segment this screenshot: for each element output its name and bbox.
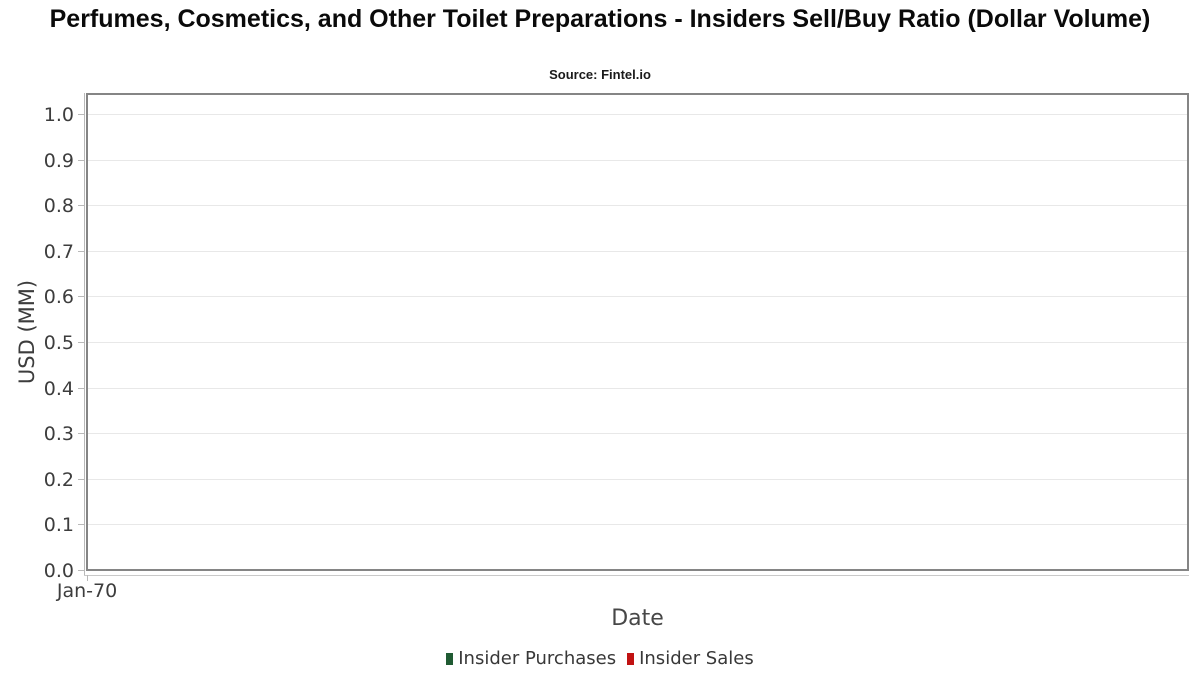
gridline [88, 387, 1187, 389]
gridline [88, 114, 1187, 115]
y-tick-label: 0.7 [43, 240, 74, 263]
legend-item-insider-purchases[interactable]: Insider Purchases [446, 648, 616, 669]
y-axis-title: USD (MM) [15, 279, 39, 385]
x-axis-line [84, 575, 1189, 576]
y-tick-label: 0.9 [43, 149, 74, 172]
legend-item-insider-sales[interactable]: Insider Sales [627, 648, 754, 669]
y-tick-label: 0.5 [43, 332, 74, 354]
y-tick-mark [78, 433, 84, 435]
y-tick-label: 0.1 [43, 514, 74, 537]
gridline [88, 159, 1187, 161]
x-axis-title: Date [611, 606, 664, 631]
legend: Insider Purchases Insider Sales [0, 648, 1200, 669]
plot-area [86, 93, 1189, 571]
y-tick-mark [78, 250, 84, 252]
y-tick-mark [78, 296, 84, 298]
insider-purchases-swatch-icon [446, 652, 454, 665]
insider-sales-swatch-icon [627, 652, 635, 665]
chart-title: Perfumes, Cosmetics, and Other Toilet Pr… [49, 5, 1151, 33]
y-tick-mark [78, 159, 84, 161]
chart-subtitle: Source: Fintel.io [549, 67, 651, 82]
y-tick-mark [78, 387, 84, 389]
gridline [88, 250, 1187, 252]
y-tick-label: 0.2 [43, 468, 74, 491]
x-tick-label: Jan-70 [56, 580, 118, 602]
y-tick-label: 0.4 [43, 377, 74, 400]
y-tick-mark [78, 570, 84, 571]
y-tick-mark [78, 524, 84, 526]
y-tick-labels: 0.0 0.1 0.2 0.3 0.4 0.5 0.6 0.7 0.8 0.9 1.0 [0, 93, 84, 582]
gridline [88, 478, 1187, 480]
gridline [88, 296, 1187, 298]
y-tick-mark [78, 205, 84, 207]
gridline [88, 433, 1187, 435]
gridline [88, 205, 1187, 207]
y-tick-mark [78, 114, 84, 115]
y-tick-label: 1.0 [43, 104, 74, 126]
gridline [88, 342, 1187, 343]
x-tick-mark [87, 575, 88, 581]
legend-label: Insider Purchases [458, 648, 617, 669]
y-tick-mark [78, 478, 84, 480]
y-tick-label: 0.3 [43, 423, 74, 446]
y-tick-label: 0.0 [43, 560, 74, 582]
y-tick-label: 0.6 [43, 286, 74, 309]
gridline [88, 524, 1187, 526]
y-tick-mark [78, 342, 84, 343]
y-tick-label: 0.8 [43, 195, 74, 218]
legend-label: Insider Sales [639, 648, 754, 669]
y-axis-line [84, 93, 85, 575]
